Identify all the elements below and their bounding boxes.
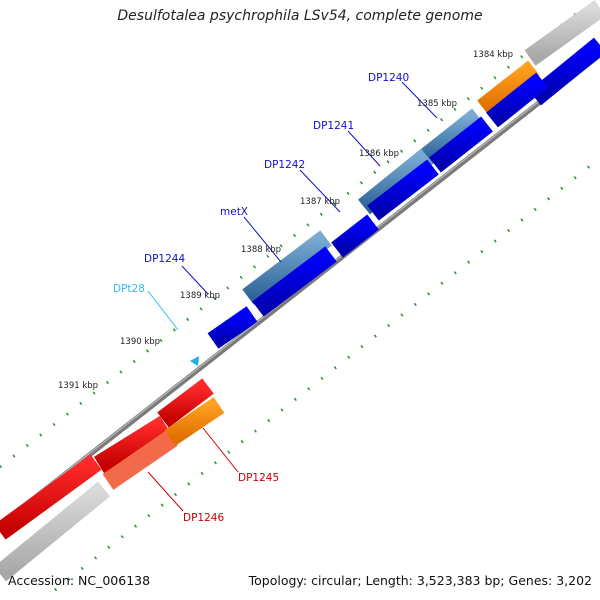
reverse-cds-segment[interactable] [429,116,493,173]
gene-DP1241[interactable] [419,108,484,166]
reverse-cds-segment[interactable] [367,159,439,221]
kbp-label: 1384 kbp [473,50,513,60]
gene-label-DP1245[interactable]: DP1245 [238,472,279,484]
coordinate-labels: 1384 kbp 1385 kbp 1386 kbp 1387 kbp 1388… [58,50,513,391]
reverse-cds-segment[interactable] [207,306,258,349]
gene-DP1246[interactable] [102,430,178,490]
gray-gene-segment [524,0,600,66]
inner-tick-track [54,156,600,592]
gene-DP1240[interactable] [477,60,540,116]
gene-DPt28[interactable] [190,356,199,366]
gene-labels: DP1240 DP1241 DP1242 metX DP1244 DPt28 D… [113,72,409,524]
outer-tick-track [0,5,586,469]
gray-gene-segment [0,481,111,582]
kbp-label: 1390 kbp [120,337,160,347]
red-gene-segment[interactable] [93,415,171,474]
gene-DP1245[interactable] [164,397,225,446]
kbp-label: 1389 kbp [180,291,220,301]
gene-label-DP1241[interactable]: DP1241 [313,120,354,132]
accession-text: Accession: NC_006138 [8,573,151,588]
genome-backbone [0,53,600,527]
label-leader-lines [147,81,438,512]
genome-title: Desulfotalea psychrophila LSv54, complet… [117,8,483,24]
reverse-cds-segment[interactable] [528,37,600,106]
gene-metX[interactable] [242,230,332,305]
gene-label-DP1242[interactable]: DP1242 [264,159,305,171]
genome-summary-text: Topology: circular; Length: 3,523,383 bp… [248,573,592,588]
reverse-cds-segment[interactable] [486,72,548,128]
gene-DP1242[interactable] [358,148,433,215]
gene-label-metX[interactable]: metX [220,206,248,218]
reverse-cds-segment[interactable] [331,214,379,258]
kbp-label: 1385 kbp [417,99,457,109]
gene-label-DP1240[interactable]: DP1240 [368,72,409,84]
kbp-label: 1388 kbp [241,245,281,255]
gene-DP1244[interactable] [252,246,337,317]
red-gene-segment[interactable] [157,378,214,428]
red-gene-segment[interactable] [0,454,102,540]
kbp-label: 1391 kbp [58,381,98,391]
kbp-label: 1387 kbp [300,197,340,207]
kbp-label: 1386 kbp [359,149,399,159]
gene-label-DP1244[interactable]: DP1244 [144,253,185,265]
gene-label-DPt28[interactable]: DPt28 [113,283,145,295]
gene-label-DP1246[interactable]: DP1246 [183,512,224,524]
